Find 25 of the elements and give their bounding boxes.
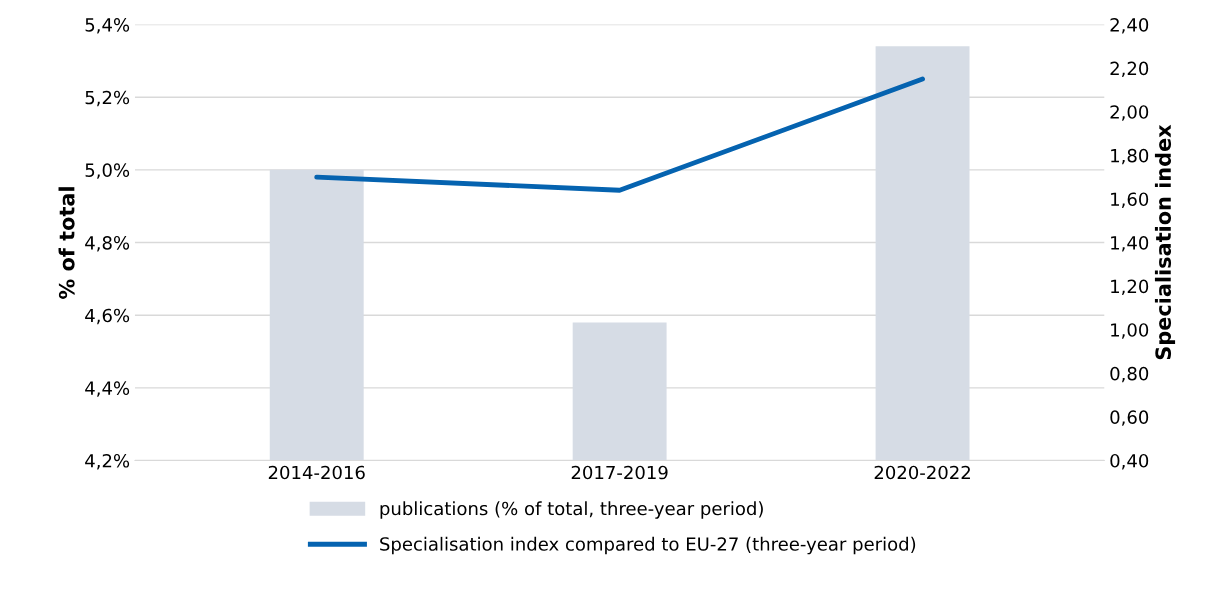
y-tick-label: 4,2% [85,453,130,470]
y-tick-label: 5,0% [85,163,130,179]
x-tick-label: 2014-2016 [268,465,365,480]
y-tick-label: 4,6% [85,308,130,325]
x-tick-label: 2020-2022 [874,465,970,480]
x-tick-label: 2017-2019 [571,465,668,480]
y2-axis-title: Specialisation index [1154,124,1176,360]
y2-tick-label: 2,40 [1110,18,1149,34]
legend-label: publications (% of total, three-year period) [380,501,763,519]
y2-tick-label: 1,40 [1111,235,1149,252]
y-tick-label: 5,2% [85,90,130,107]
y2-tick-label: 1,00 [1111,323,1149,339]
y-tick-label: 5,4% [85,18,130,34]
y2-tick-label: 2,20 [1110,61,1149,78]
y2-tick-label: 2,00 [1110,105,1149,121]
y2-tick-label: 1,60 [1111,192,1149,208]
y-tick-label: 4,8% [85,235,130,252]
y2-tick-label: 1,80 [1111,148,1149,165]
legend-label: Specialisation index compared to EU-27 (three-year period) [380,536,916,555]
y2-tick-label: 0,60 [1110,410,1149,426]
y2-tick-label: 0,40 [1110,453,1149,470]
y-tick-label: 4,4% [85,381,130,397]
y2-tick-label: 1,20 [1111,279,1149,296]
y-axis-title: % of total [58,187,75,299]
y2-tick-label: 0,80 [1110,366,1149,383]
